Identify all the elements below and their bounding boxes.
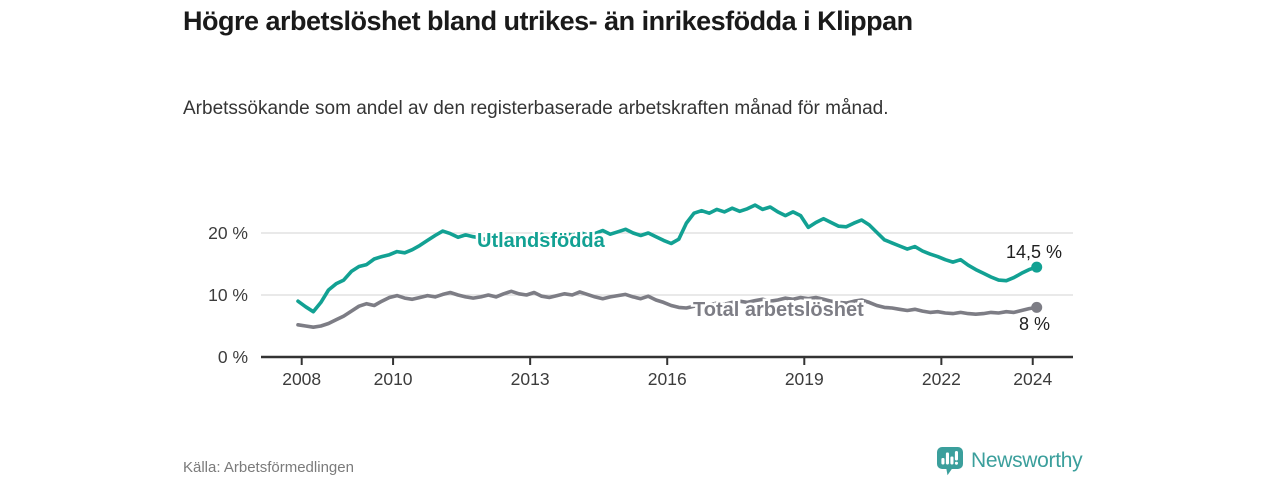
end-value-label: 8 %: [1019, 314, 1050, 334]
series-label: Utlandsfödda: [477, 230, 606, 252]
end-value-label: 14,5 %: [1006, 242, 1062, 262]
x-axis-label: 2016: [648, 369, 687, 389]
newsworthy-logo: Newsworthy: [936, 446, 1083, 480]
series-end-dot: [1031, 301, 1043, 313]
x-axis-label: 2013: [511, 369, 550, 389]
series-line-utlandsfodda: [296, 203, 1039, 314]
y-axis-label: 0 %: [218, 347, 248, 367]
newsworthy-logo-icon: [937, 447, 963, 476]
y-axis-label: 10 %: [208, 285, 248, 305]
page-subtitle: Arbetssökande som andel av den registerb…: [183, 98, 889, 119]
x-axis-label: 2024: [1013, 369, 1052, 389]
x-axis-label: 2019: [785, 369, 824, 389]
y-axis-label: 20 %: [208, 223, 248, 243]
series-line-total: [296, 289, 1039, 329]
x-axis-label: 2010: [374, 369, 413, 389]
source-note: Källa: Arbetsförmedlingen: [183, 459, 354, 476]
x-axis-label: 2022: [922, 369, 961, 389]
x-axis-label: 2008: [282, 369, 321, 389]
newsworthy-logo-text: Newsworthy: [971, 449, 1083, 472]
page-title: Högre arbetslöshet bland utrikes- än inr…: [183, 6, 913, 36]
series-label: Total arbetslöshet: [693, 299, 864, 321]
series-end-dot: [1031, 261, 1043, 273]
